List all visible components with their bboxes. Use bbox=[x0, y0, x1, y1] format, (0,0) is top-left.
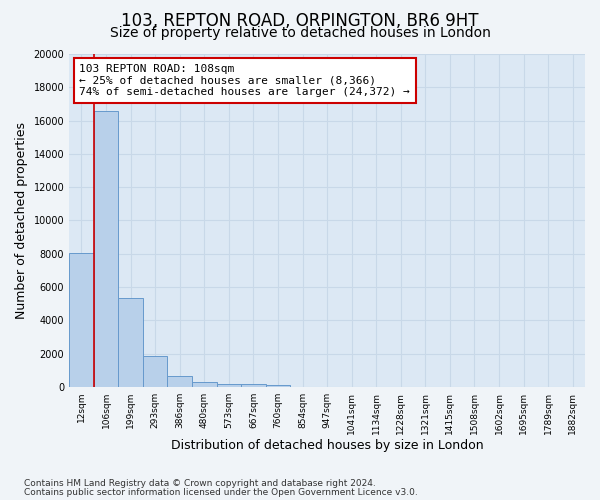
Bar bbox=[266, 384, 290, 387]
Text: 103, REPTON ROAD, ORPINGTON, BR6 9HT: 103, REPTON ROAD, ORPINGTON, BR6 9HT bbox=[121, 12, 479, 30]
X-axis label: Distribution of detached houses by size in London: Distribution of detached houses by size … bbox=[171, 440, 484, 452]
Y-axis label: Number of detached properties: Number of detached properties bbox=[15, 122, 28, 319]
Bar bbox=[94, 112, 118, 387]
Bar bbox=[118, 298, 143, 387]
Text: 103 REPTON ROAD: 108sqm
← 25% of detached houses are smaller (8,366)
74% of semi: 103 REPTON ROAD: 108sqm ← 25% of detache… bbox=[79, 64, 410, 97]
Bar bbox=[217, 384, 241, 387]
Bar bbox=[192, 382, 217, 387]
Text: Contains HM Land Registry data © Crown copyright and database right 2024.: Contains HM Land Registry data © Crown c… bbox=[24, 478, 376, 488]
Bar bbox=[69, 253, 94, 387]
Bar bbox=[143, 356, 167, 387]
Bar bbox=[241, 384, 266, 387]
Text: Contains public sector information licensed under the Open Government Licence v3: Contains public sector information licen… bbox=[24, 488, 418, 497]
Bar bbox=[167, 376, 192, 387]
Text: Size of property relative to detached houses in London: Size of property relative to detached ho… bbox=[110, 26, 490, 40]
